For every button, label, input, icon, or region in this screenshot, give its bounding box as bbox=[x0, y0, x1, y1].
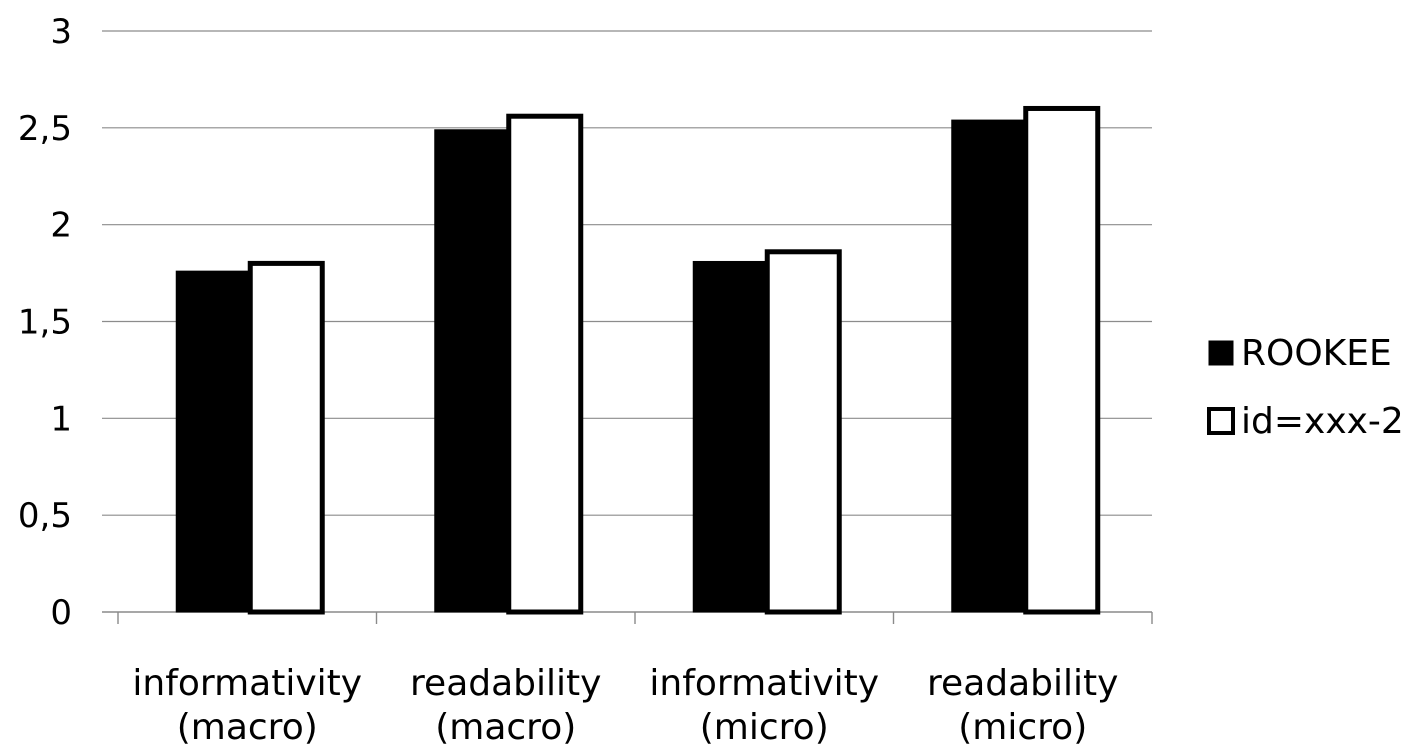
y-tick-label: 1 bbox=[50, 399, 72, 439]
y-tick-label: 3 bbox=[50, 12, 72, 52]
x-category-label: readability (micro) bbox=[927, 663, 1118, 748]
y-tick-label: 1,5 bbox=[18, 303, 72, 343]
x-category-label: informativity (macro) bbox=[132, 663, 362, 748]
bar-id-xxx-2 bbox=[506, 113, 584, 615]
bar-id-xxx-2 bbox=[247, 260, 325, 615]
y-tick-label: 0 bbox=[50, 593, 72, 633]
bar-rookee bbox=[951, 119, 1025, 613]
x-category-label-line: (micro) bbox=[958, 707, 1087, 748]
legend-swatch-id-xxx-2 bbox=[1207, 407, 1235, 435]
y-tick-label: 2,5 bbox=[18, 109, 72, 149]
x-category-label-line: informativity bbox=[649, 663, 879, 704]
bars bbox=[175, 105, 1101, 615]
legend: ROOKEE id=xxx-2 bbox=[1207, 333, 1404, 442]
legend-swatch-rookee bbox=[1208, 340, 1234, 366]
x-category-label: readability (macro) bbox=[410, 663, 601, 748]
x-category-label-line: (micro) bbox=[700, 707, 829, 748]
bar-id-xxx-2 bbox=[764, 249, 842, 615]
x-category-label-line: readability bbox=[927, 663, 1118, 704]
x-category-label-line: (macro) bbox=[177, 707, 318, 748]
x-category-label-line: (macro) bbox=[435, 707, 576, 748]
x-axis bbox=[117, 612, 1153, 624]
bar-rookee bbox=[434, 129, 508, 613]
x-axis-category-labels: informativity (macro)readability (macro)in… bbox=[132, 663, 1118, 748]
bar-rookee bbox=[175, 270, 249, 613]
x-category-label-line: readability bbox=[410, 663, 601, 704]
x-category-label: informativity (micro) bbox=[649, 663, 879, 748]
legend-label: ROOKEE bbox=[1241, 333, 1392, 374]
bar-id-xxx-2 bbox=[1023, 105, 1101, 615]
legend-label: id=xxx-2 bbox=[1241, 401, 1404, 442]
y-tick-label: 2 bbox=[50, 206, 72, 246]
x-category-label-line: informativity bbox=[132, 663, 362, 704]
bar-rookee bbox=[692, 260, 766, 613]
y-tick-label: 0,5 bbox=[18, 496, 72, 536]
y-axis-tick-labels: 0 0,5 1 1,5 2 2,5 3 bbox=[18, 12, 72, 633]
